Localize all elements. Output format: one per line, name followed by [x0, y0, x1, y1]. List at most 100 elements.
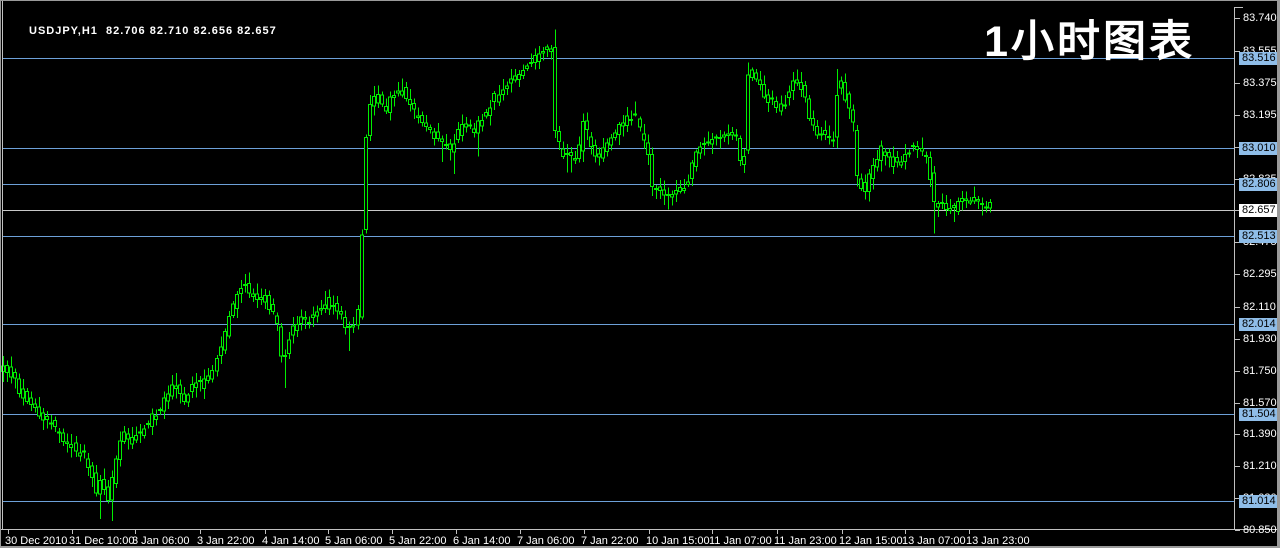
- candle-body: [803, 84, 807, 98]
- candle-body: [223, 331, 227, 351]
- candle-body: [235, 293, 239, 310]
- candle-body: [412, 102, 416, 110]
- level-price-chip[interactable]: 81.504: [1239, 408, 1277, 421]
- candle-body: [142, 428, 146, 436]
- candle-body: [911, 145, 915, 148]
- candle-body: [867, 173, 871, 192]
- candle-body: [593, 145, 597, 157]
- candle-body: [497, 94, 501, 103]
- candle-body: [267, 295, 271, 310]
- candle-body: [529, 62, 533, 65]
- level-price-chip[interactable]: 82.513: [1239, 230, 1277, 243]
- candle-body: [585, 120, 589, 131]
- candle-body: [9, 366, 13, 378]
- candle-body: [94, 472, 98, 494]
- candle-body: [275, 315, 279, 325]
- candle-body: [271, 303, 275, 312]
- candle-body: [33, 403, 37, 408]
- level-price-chip[interactable]: 81.014: [1239, 495, 1277, 508]
- candle-body: [750, 69, 754, 78]
- candle-body: [783, 104, 787, 107]
- candle-body: [553, 47, 557, 132]
- time-tick-label: 7 Jan 22:00: [581, 535, 639, 547]
- candle-body: [206, 375, 210, 382]
- candle-body: [887, 151, 891, 158]
- candle-body: [343, 316, 347, 329]
- candle-body: [25, 390, 29, 403]
- candle-body: [581, 121, 585, 152]
- candle-body: [501, 89, 505, 95]
- candle-body: [932, 172, 936, 202]
- candle-body: [170, 384, 174, 397]
- price-tick-label: 82.295: [1243, 267, 1277, 280]
- candle-body: [323, 304, 327, 309]
- candle-body: [158, 409, 162, 412]
- candle-body: [710, 139, 714, 145]
- chart-watermark-text: 1小时图表: [984, 18, 1195, 66]
- time-tick-label: 3 Jan 06:00: [132, 535, 190, 547]
- candle-body: [565, 153, 569, 156]
- time-tick-label: 30 Dec 2010: [5, 535, 68, 547]
- candle-body: [907, 152, 911, 155]
- candle-body: [549, 48, 553, 53]
- candle-body: [307, 322, 311, 325]
- candle-body: [722, 134, 726, 138]
- candle-body: [561, 148, 565, 158]
- candle-body: [605, 142, 609, 153]
- candle-body: [291, 325, 295, 336]
- candle-body: [331, 305, 335, 308]
- time-tick-label: 5 Jan 06:00: [325, 535, 383, 547]
- candle-body: [231, 303, 235, 316]
- candle-body: [956, 201, 960, 212]
- price-tick-label: 81.390: [1243, 427, 1277, 440]
- level-price-chip[interactable]: 83.010: [1239, 142, 1277, 155]
- candle-body: [827, 136, 831, 139]
- candle-body: [78, 452, 82, 457]
- candle-body: [102, 478, 106, 490]
- candle-body: [972, 196, 976, 202]
- candle-body: [126, 433, 130, 440]
- price-tick-label: 83.740: [1243, 11, 1277, 24]
- candle-body: [49, 422, 53, 425]
- candle-body: [110, 477, 114, 501]
- candle-body: [416, 115, 420, 118]
- candle-body: [505, 85, 509, 89]
- candle-body: [319, 308, 323, 311]
- candle-body: [106, 486, 110, 501]
- candle-body: [799, 82, 803, 90]
- candle-body: [682, 187, 686, 192]
- level-price-chip[interactable]: 83.516: [1239, 52, 1277, 65]
- candle-body: [339, 311, 343, 315]
- candle-body: [698, 146, 702, 154]
- level-price-chip[interactable]: 82.806: [1239, 178, 1277, 191]
- price-tick-label: 83.195: [1243, 108, 1277, 121]
- candle-body: [263, 295, 267, 303]
- candle-body: [162, 397, 166, 412]
- candle-body: [283, 354, 287, 357]
- candle-body: [444, 143, 448, 146]
- candle-body: [714, 136, 718, 139]
- candle-body: [420, 115, 424, 123]
- candle-body: [774, 101, 778, 108]
- candle-body: [384, 105, 388, 112]
- candle-body: [380, 94, 384, 105]
- candle-body: [122, 431, 126, 442]
- candle-body: [356, 308, 360, 326]
- price-tick-label: 82.110: [1243, 300, 1276, 313]
- candle-body: [150, 413, 154, 427]
- level-price-chip[interactable]: 82.014: [1239, 318, 1277, 331]
- candle-body: [879, 145, 883, 161]
- candle-body: [440, 138, 444, 143]
- candle-body: [617, 123, 621, 136]
- candle-body: [770, 97, 774, 100]
- candle-body: [871, 165, 875, 179]
- candle-body: [468, 124, 472, 127]
- candle-body: [819, 133, 823, 136]
- candle-body: [484, 112, 488, 117]
- candle-body: [537, 53, 541, 63]
- candle-body: [247, 282, 251, 294]
- candle-body: [646, 142, 650, 155]
- candle-body: [650, 153, 654, 188]
- candle-body: [629, 118, 633, 122]
